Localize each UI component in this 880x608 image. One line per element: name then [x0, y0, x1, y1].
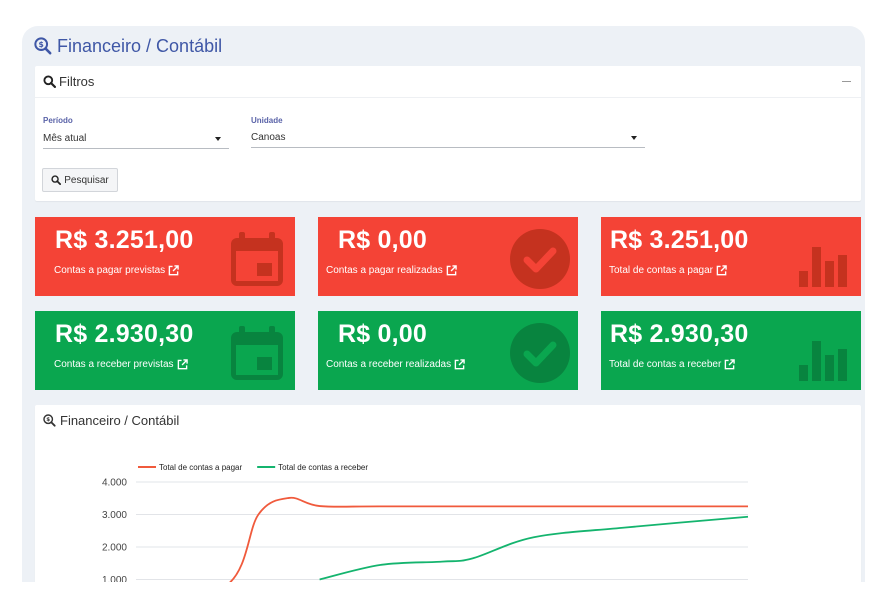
tile-contas-receber-realizadas[interactable]: R$ 0,00 Contas a receber realizadas	[318, 311, 578, 390]
legend-label: Total de contas a pagar	[159, 463, 243, 472]
tile-label: Total de contas a receber	[609, 359, 722, 370]
tile-contas-pagar-previstas[interactable]: R$ 3.251,00 Contas a pagar previstas	[35, 217, 295, 296]
tile-link[interactable]: Contas a pagar previstas	[54, 265, 179, 276]
unidade-label: Unidade	[251, 116, 283, 125]
unidade-value: Canoas	[251, 132, 286, 143]
tile-amount: R$ 2.930,30	[610, 320, 749, 348]
filters-header[interactable]: Filtros	[35, 66, 861, 98]
series-line	[228, 496, 748, 582]
external-link-icon	[168, 265, 179, 276]
tile-link[interactable]: Total de contas a receber	[609, 359, 736, 370]
search-button-label: Pesquisar	[64, 174, 109, 186]
tile-link[interactable]: Contas a pagar realizadas	[326, 265, 457, 276]
periodo-label: Período	[43, 116, 73, 125]
tile-amount: R$ 0,00	[338, 226, 427, 254]
tile-amount: R$ 2.930,30	[55, 320, 194, 348]
series-line	[319, 515, 749, 581]
tile-link[interactable]: Contas a receber previstas	[54, 359, 188, 370]
filters-title: Filtros	[59, 74, 95, 89]
y-tick-label: 4.000	[102, 478, 127, 489]
line-chart: 4.000 3.000 2.000 1.000 Total de contas a pa…	[102, 463, 749, 582]
search-button[interactable]: Pesquisar	[42, 168, 118, 192]
tile-label: Contas a receber realizadas	[326, 359, 452, 370]
tile-amount: R$ 0,00	[338, 320, 427, 348]
y-tick-label: 3.000	[102, 510, 127, 521]
external-link-icon	[177, 359, 188, 370]
external-link-icon	[454, 359, 465, 370]
bar-chart-icon	[799, 247, 847, 287]
tile-total-contas-pagar[interactable]: R$ 3.251,00 Total de contas a pagar	[601, 217, 861, 296]
tile-link[interactable]: Contas a receber realizadas	[326, 359, 465, 370]
external-link-icon	[446, 265, 457, 276]
external-link-icon	[724, 359, 736, 370]
chevron-down-icon	[215, 137, 221, 141]
tile-label: Contas a receber previstas	[54, 359, 174, 370]
tile-amount: R$ 3.251,00	[610, 226, 749, 254]
tile-label: Contas a pagar previstas	[54, 265, 166, 276]
search-dollar-icon: $	[34, 37, 52, 55]
search-icon	[51, 175, 62, 185]
periodo-value: Mês atual	[43, 133, 87, 144]
search-dollar-icon: $	[43, 414, 56, 427]
svg-text:$: $	[46, 417, 50, 423]
page-title-text: Financeiro / Contábil	[57, 35, 223, 56]
tile-contas-receber-previstas[interactable]: R$ 2.930,30 Contas a receber previstas	[35, 311, 295, 390]
check-circle-icon	[510, 323, 570, 383]
svg-text:$: $	[39, 40, 44, 49]
page-title: $ Financeiro / Contábil	[34, 34, 222, 58]
collapse-icon[interactable]	[842, 81, 851, 82]
filters-card: Filtros Período Mês atual Unidade Canoas…	[35, 66, 861, 201]
chart-card: $ Financeiro / Contábil 4.000 3.000 2.000 1…	[35, 405, 861, 582]
periodo-select[interactable]: Mês atual	[43, 130, 229, 149]
tile-total-contas-receber[interactable]: R$ 2.930,30 Total de contas a receber	[601, 311, 861, 390]
tile-contas-pagar-realizadas[interactable]: R$ 0,00 Contas a pagar realizadas	[318, 217, 578, 296]
tile-amount: R$ 3.251,00	[55, 226, 194, 254]
calendar-icon	[231, 232, 283, 286]
calendar-icon	[231, 326, 283, 380]
chart-title: $ Financeiro / Contábil	[43, 413, 179, 428]
unidade-select[interactable]: Canoas	[251, 129, 645, 148]
check-circle-icon	[510, 229, 570, 289]
y-tick-label: 1.000	[102, 575, 127, 582]
external-link-icon	[716, 265, 727, 276]
main-panel: $ Financeiro / Contábil Filtros Período …	[22, 26, 865, 582]
search-icon	[43, 75, 56, 88]
bar-chart-icon	[799, 341, 847, 381]
tile-label: Total de contas a pagar	[609, 265, 713, 276]
y-tick-label: 2.000	[102, 543, 127, 554]
tile-label: Contas a pagar realizadas	[326, 265, 443, 276]
tile-link[interactable]: Total de contas a pagar	[609, 265, 727, 276]
chevron-down-icon	[631, 136, 637, 140]
chart-title-text: Financeiro / Contábil	[60, 413, 180, 428]
legend-label: Total de contas a receber	[278, 463, 368, 472]
